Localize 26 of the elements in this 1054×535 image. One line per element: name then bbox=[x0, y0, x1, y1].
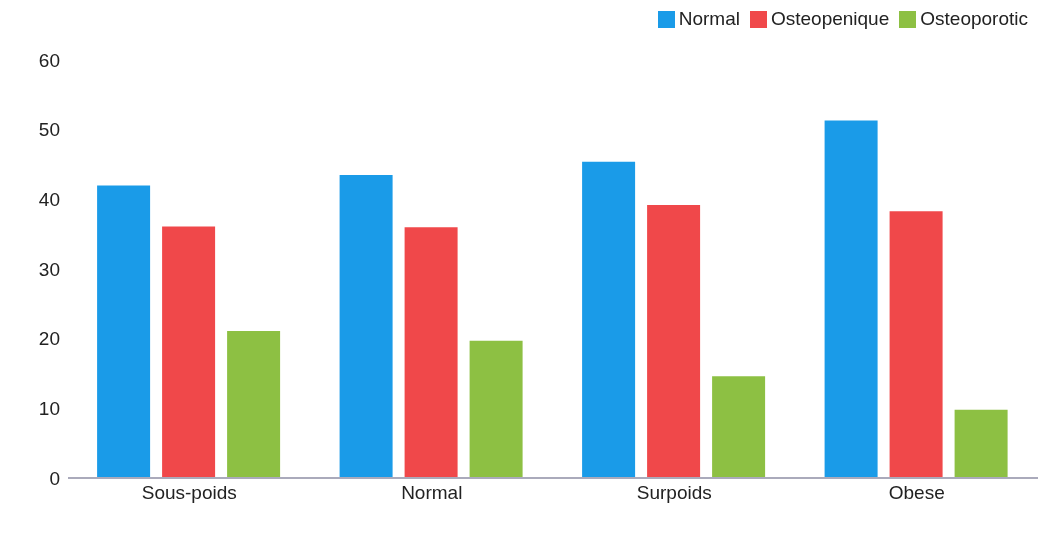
y-tick-label: 50 bbox=[38, 119, 60, 141]
x-tick-label: Sous-poids bbox=[141, 482, 237, 504]
y-tick-label: 20 bbox=[38, 328, 60, 350]
y-tick-label: 40 bbox=[38, 189, 60, 211]
bar bbox=[97, 185, 151, 478]
x-tick-label: Surpoids bbox=[636, 482, 712, 504]
bar bbox=[582, 161, 636, 478]
y-tick-label: 30 bbox=[38, 258, 60, 280]
y-tick-label: 0 bbox=[49, 467, 60, 489]
bar bbox=[712, 376, 766, 478]
bar bbox=[469, 340, 523, 478]
bar bbox=[889, 211, 943, 478]
bar bbox=[227, 331, 281, 478]
legend-label: Normal bbox=[678, 8, 740, 29]
bar bbox=[954, 409, 1008, 478]
bar bbox=[162, 226, 216, 478]
x-tick-label: Normal bbox=[401, 482, 463, 504]
x-tick-label: Obese bbox=[888, 482, 945, 504]
bar bbox=[824, 120, 878, 478]
bar bbox=[404, 227, 458, 478]
legend-label: Osteoporotic bbox=[920, 8, 1028, 29]
bar bbox=[647, 204, 701, 478]
y-tick-label: 60 bbox=[38, 49, 60, 71]
legend-label: Osteopenique bbox=[770, 8, 890, 29]
bar bbox=[339, 174, 393, 478]
y-tick-label: 10 bbox=[38, 398, 60, 420]
